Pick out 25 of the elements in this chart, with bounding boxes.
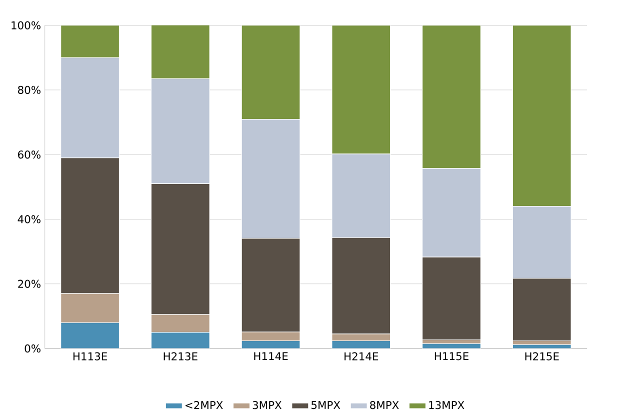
bar (60, 25, 120, 58)
legend-label: <2MPX (186, 401, 223, 410)
x-tick-label: H215E (525, 352, 559, 360)
legend-label: 8MPX (370, 401, 399, 410)
bar (60, 322, 120, 349)
y-tick-label: 0% (24, 344, 40, 353)
legend-label: 5MPX (312, 401, 340, 410)
x-tick-label: H113E (73, 352, 107, 360)
y-tick-label: 60% (18, 150, 40, 159)
y-tick-label: 80% (18, 86, 40, 94)
x-tick-label: H214E (344, 352, 378, 360)
legend-label: 3MPX (252, 401, 282, 410)
y-tick-label: 20% (18, 280, 40, 288)
x-tick-label: H115E (434, 352, 468, 360)
y-tick-label: 40% (18, 215, 40, 224)
bar (512, 25, 572, 207)
x-tick-label: H213E (164, 352, 198, 360)
bar (332, 25, 391, 154)
bar (241, 25, 300, 120)
bar (422, 25, 481, 169)
bar (150, 332, 210, 349)
x-tick-label: H114E (254, 352, 288, 360)
legend-label: 13MPX (429, 401, 464, 410)
y-tick-label: 100% (12, 21, 40, 30)
bar (150, 25, 210, 80)
